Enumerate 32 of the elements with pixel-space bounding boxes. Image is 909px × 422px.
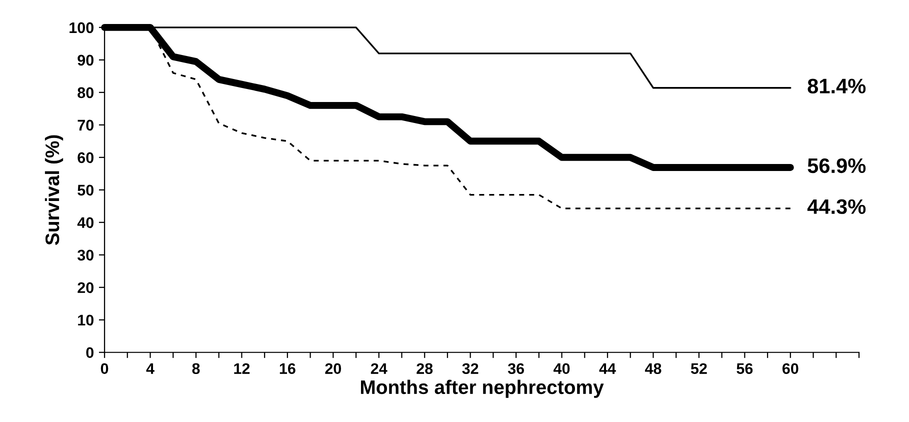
x-tick-label: 56: [736, 363, 753, 374]
annotation: 56.9%: [808, 158, 866, 174]
y-tick-label: 90: [78, 54, 94, 66]
x-tick-label: 28: [416, 363, 433, 374]
x-tick-label: 36: [508, 363, 524, 374]
y-tick-label: 40: [77, 217, 94, 228]
x-tick-label: 40: [554, 363, 570, 374]
y-tick-label: 10: [78, 314, 94, 326]
y-tick-label: 20: [78, 282, 94, 294]
x-tick-label: 20: [325, 363, 342, 374]
x-tick-label: 12: [234, 363, 250, 374]
y-tick-label: 70: [78, 120, 94, 131]
y-tick-label: 30: [77, 250, 94, 261]
y-tick-label: 60: [78, 152, 94, 164]
x-tick-label: 24: [370, 363, 388, 374]
annotation: 44.3%: [807, 199, 866, 214]
x-tick-label: 4: [146, 363, 154, 374]
annotation: 81.4%: [808, 78, 866, 94]
x-tick-label: 8: [192, 363, 200, 374]
x-tick-label: 52: [690, 363, 707, 374]
y-tick-label: 0: [86, 347, 94, 358]
x-tick-label: 32: [462, 363, 478, 374]
x-tick-label: 16: [280, 363, 296, 374]
y-axis-title: Survival (%): [44, 135, 64, 245]
y-tick-label: 100: [70, 22, 94, 34]
x-tick-label: 48: [644, 363, 662, 374]
x-axis-title: Months after nephrectomy: [360, 380, 604, 398]
x-tick-label: 44: [599, 363, 616, 374]
x-tick-label: 60: [782, 363, 798, 374]
y-tick-label: 50: [78, 184, 94, 196]
y-tick-label: 80: [78, 87, 94, 98]
x-tick-label: 0: [100, 363, 108, 374]
